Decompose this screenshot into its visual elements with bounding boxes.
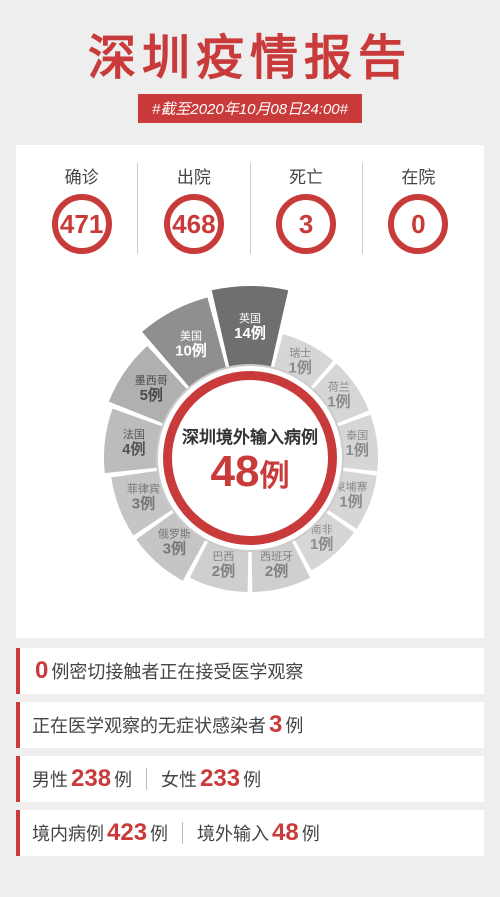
slice-country-label: 巴西 [212, 551, 234, 563]
asym-pre: 正在医学观察的无症状感染者 [32, 712, 266, 738]
divider-icon [182, 822, 183, 844]
summary-stat: 在院 0 [363, 163, 474, 254]
male-value: 238 [71, 765, 111, 793]
slice-value-label: 1例 [339, 492, 362, 510]
asym-suf: 例 [285, 712, 303, 738]
stat-value-circle: 471 [52, 194, 112, 254]
imported-value: 48 [272, 819, 299, 847]
info-bar-contacts: 0 例密切接触者正在接受医学观察 [16, 648, 484, 694]
slice-country-label: 南非 [311, 523, 333, 536]
slice-country-label: 菲律宾 [127, 481, 160, 495]
stat-label: 确诊 [26, 163, 137, 188]
slice-value-label: 1例 [289, 358, 312, 376]
slice-value-label: 5例 [140, 386, 163, 404]
slice-value-label: 3例 [163, 539, 186, 557]
info-bar-asymptomatic: 正在医学观察的无症状感染者 3 例 [16, 702, 484, 748]
slice-country-label: 英国 [239, 311, 261, 325]
slice-country-label: 柬埔寨 [334, 479, 367, 493]
stat-label: 在院 [363, 163, 474, 188]
report-header: 深圳疫情报告 #截至2020年10月08日24:00# [0, 0, 500, 131]
slice-country-label: 美国 [180, 330, 202, 343]
slice-country-label: 法国 [123, 427, 145, 441]
timestamp-badge: #截至2020年10月08日24:00# [138, 94, 362, 123]
slice-country-label: 瑞士 [289, 345, 311, 359]
center-value-num: 48 [211, 447, 260, 496]
summary-stat: 出院 468 [138, 163, 250, 254]
contacts-value: 0 [35, 657, 48, 685]
imported-unit: 例 [302, 820, 320, 846]
slice-value-label: 1例 [327, 393, 350, 411]
chart-center-value: 48例 [211, 450, 290, 494]
asym-value: 3 [269, 711, 282, 739]
imported-cases-chart: 英国14例瑞士1例荷兰1例泰国1例柬埔寨1例南非1例西班牙2例巴西2例俄罗斯3例… [40, 278, 460, 638]
main-card: 确诊471出院468死亡3在院0 英国14例瑞士1例荷兰1例泰国1例柬埔寨1例南… [16, 145, 484, 638]
slice-value-label: 14例 [234, 324, 266, 342]
stat-value-circle: 3 [276, 194, 336, 254]
female-unit: 例 [243, 766, 261, 792]
slice-country-label: 荷兰 [328, 381, 350, 394]
slice-country-label: 西班牙 [260, 550, 293, 563]
stat-value-circle: 468 [164, 194, 224, 254]
slice-country-label: 墨西哥 [135, 374, 168, 387]
chart-center-disc: 深圳境外输入病例 48例 [163, 371, 337, 545]
ts-suffix: # [340, 101, 348, 118]
female-value: 233 [200, 765, 240, 793]
info-bar-gender: 男性 238 例 女性 233 例 [16, 756, 484, 802]
imported-label: 境外输入 [197, 820, 269, 846]
slice-value-label: 3例 [132, 494, 155, 512]
female-label: 女性 [161, 766, 197, 792]
info-bars: 0 例密切接触者正在接受医学观察 正在医学观察的无症状感染者 3 例 男性 23… [16, 648, 484, 856]
stat-label: 出院 [138, 163, 249, 188]
ts-date: 2020年10月08日24:00 [190, 101, 339, 118]
slice-value-label: 4例 [122, 440, 145, 458]
divider-icon [146, 768, 147, 790]
slice-value-label: 2例 [212, 562, 235, 580]
domestic-value: 423 [107, 819, 147, 847]
slice-value-label: 1例 [346, 441, 369, 459]
domestic-label: 境内病例 [32, 820, 104, 846]
chart-center-title: 深圳境外输入病例 [182, 423, 318, 448]
male-label: 男性 [32, 766, 68, 792]
center-value-unit: 例 [259, 460, 289, 493]
summary-stat: 死亡 3 [251, 163, 363, 254]
stat-label: 死亡 [251, 163, 362, 188]
male-unit: 例 [114, 766, 132, 792]
domestic-unit: 例 [150, 820, 168, 846]
summary-stats-row: 确诊 471 出院 468 死亡 3 在院 0 [26, 159, 474, 266]
slice-country-label: 俄罗斯 [158, 527, 191, 540]
slice-country-label: 泰国 [346, 428, 368, 442]
ts-prefix: #截至 [152, 101, 190, 118]
page-title: 深圳疫情报告 [0, 18, 500, 88]
slice-value-label: 10例 [175, 342, 207, 360]
info-bar-origin: 境内病例 423 例 境外输入 48 例 [16, 810, 484, 856]
stat-value-circle: 0 [388, 194, 448, 254]
contacts-text: 例密切接触者正在接受医学观察 [51, 658, 303, 684]
slice-value-label: 2例 [265, 562, 288, 580]
slice-value-label: 1例 [310, 535, 333, 553]
summary-stat: 确诊 471 [26, 163, 138, 254]
